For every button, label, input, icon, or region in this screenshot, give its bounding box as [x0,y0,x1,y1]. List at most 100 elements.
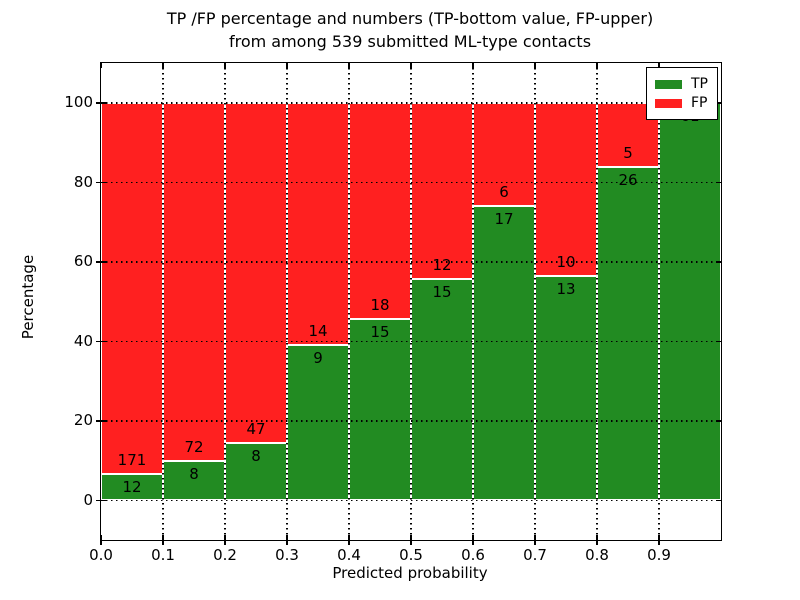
gridline-vertical [534,63,536,540]
bar-tp-count: 15 [432,283,452,302]
plot-area: 1711272847814918151215617101352661020406… [64,62,722,564]
bar-fp-count: 171 [117,451,147,469]
chart-title-line2: from among 539 submitted ML-type contact… [228,32,592,51]
bar-tp-segment [535,275,597,501]
tp-legend-swatch [655,79,682,89]
bar-fp-count: 14 [308,321,328,340]
fp-legend-swatch [655,98,682,108]
bar-fp-segment [535,102,597,276]
x-tick-mark [658,535,660,545]
legend-item-fp: FP [655,95,708,111]
y-tick-mark-right [716,102,721,104]
x-tick-mark [348,535,350,545]
bar-fp-count: 47 [246,419,266,438]
x-tick-mark [596,535,598,545]
gridline-vertical [162,63,164,540]
x-tick-label: 0.7 [523,546,547,564]
x-tick-mark-top [348,63,350,68]
y-tick-mark [96,181,106,183]
bar-tp-count: 8 [251,446,261,465]
tp-legend-label: TP [691,76,708,92]
gridline-vertical [410,63,412,540]
y-tick-label: 100 [64,93,93,112]
x-tick-mark [100,535,102,545]
y-tick-mark-right [716,499,721,501]
chart-title-line1: TP /FP percentage and numbers (TP-bottom… [166,9,654,28]
x-tick-mark [534,535,536,545]
gridline-vertical [472,63,474,540]
x-axis-label: Predicted probability [332,564,488,582]
x-tick-mark [224,535,226,545]
x-tick-mark-top [472,63,474,68]
x-tick-label: 0.6 [461,546,485,564]
bar-tp-count: 8 [189,464,199,483]
y-tick-label: 40 [73,331,93,350]
x-tick-mark-top [224,63,226,68]
bar-tp-segment [163,460,225,501]
bar-fp-count: 6 [499,183,509,202]
y-tick-mark [96,499,106,501]
bar-tp-segment [287,344,349,501]
y-tick-label: 20 [73,411,93,430]
y-tick-label: 0 [83,490,93,509]
bar-fp-count: 72 [184,437,204,456]
y-axis-label: Percentage [19,254,37,340]
y-tick-mark-right [716,340,721,342]
bar-tp-count: 12 [122,478,142,496]
x-tick-label: 0.2 [213,546,237,564]
y-tick-label: 60 [73,252,93,271]
legend: TP FP [646,67,718,120]
bar-tp-segment [597,166,659,501]
x-tick-label: 0.8 [585,546,609,564]
x-tick-mark-top [534,63,536,68]
x-tick-label: 0.4 [337,546,361,564]
x-tick-label: 0.1 [151,546,175,564]
bar-fp-segment [411,102,473,280]
y-tick-mark [96,261,106,263]
bar-fp-count: 5 [623,143,633,162]
gridline-vertical [224,63,226,540]
x-tick-mark-top [100,63,102,68]
x-tick-label: 0.5 [399,546,423,564]
bar-fp-segment [287,102,349,345]
x-tick-mark [472,535,474,545]
bar-tp-segment [411,279,473,501]
bar-tp-count: 17 [494,210,514,229]
bar-fp-count: 18 [370,296,390,315]
x-tick-mark-top [286,63,288,68]
gridline-vertical [596,63,598,540]
x-tick-mark-top [658,63,660,68]
x-tick-mark-top [162,63,164,68]
x-tick-label: 0.9 [647,546,671,564]
gridline-vertical [286,63,288,540]
x-tick-label: 0.3 [275,546,299,564]
gridline-vertical [658,63,660,540]
bar-fp-segment [225,102,287,443]
fp-legend-label: FP [691,95,708,111]
bar-fp-segment [101,102,163,474]
y-tick-mark-right [716,181,721,183]
bar-tp-segment [349,319,411,501]
chart-title: TP /FP percentage and numbers (TP-bottom… [100,7,720,53]
bar-fp-segment [349,102,411,320]
bar-tp-segment [659,102,721,501]
bar-tp-count: 15 [370,323,390,342]
x-tick-label: 0.0 [89,546,113,564]
bar-fp-count: 10 [556,252,576,271]
x-tick-mark [410,535,412,545]
y-tick-mark-right [716,420,721,422]
bar-tp-count: 26 [618,170,638,189]
bar-tp-count: 9 [313,348,323,367]
x-tick-mark-top [410,63,412,68]
y-tick-mark-right [716,261,721,263]
y-tick-mark [96,420,106,422]
y-tick-mark [96,102,106,104]
bar-fp-count: 12 [432,256,452,275]
bar-fp-segment [163,102,225,461]
bar-tp-segment [473,206,535,501]
y-tick-label: 80 [73,172,93,191]
bar-tp-count: 13 [556,279,576,298]
y-tick-mark [96,340,106,342]
legend-item-tp: TP [655,76,708,92]
